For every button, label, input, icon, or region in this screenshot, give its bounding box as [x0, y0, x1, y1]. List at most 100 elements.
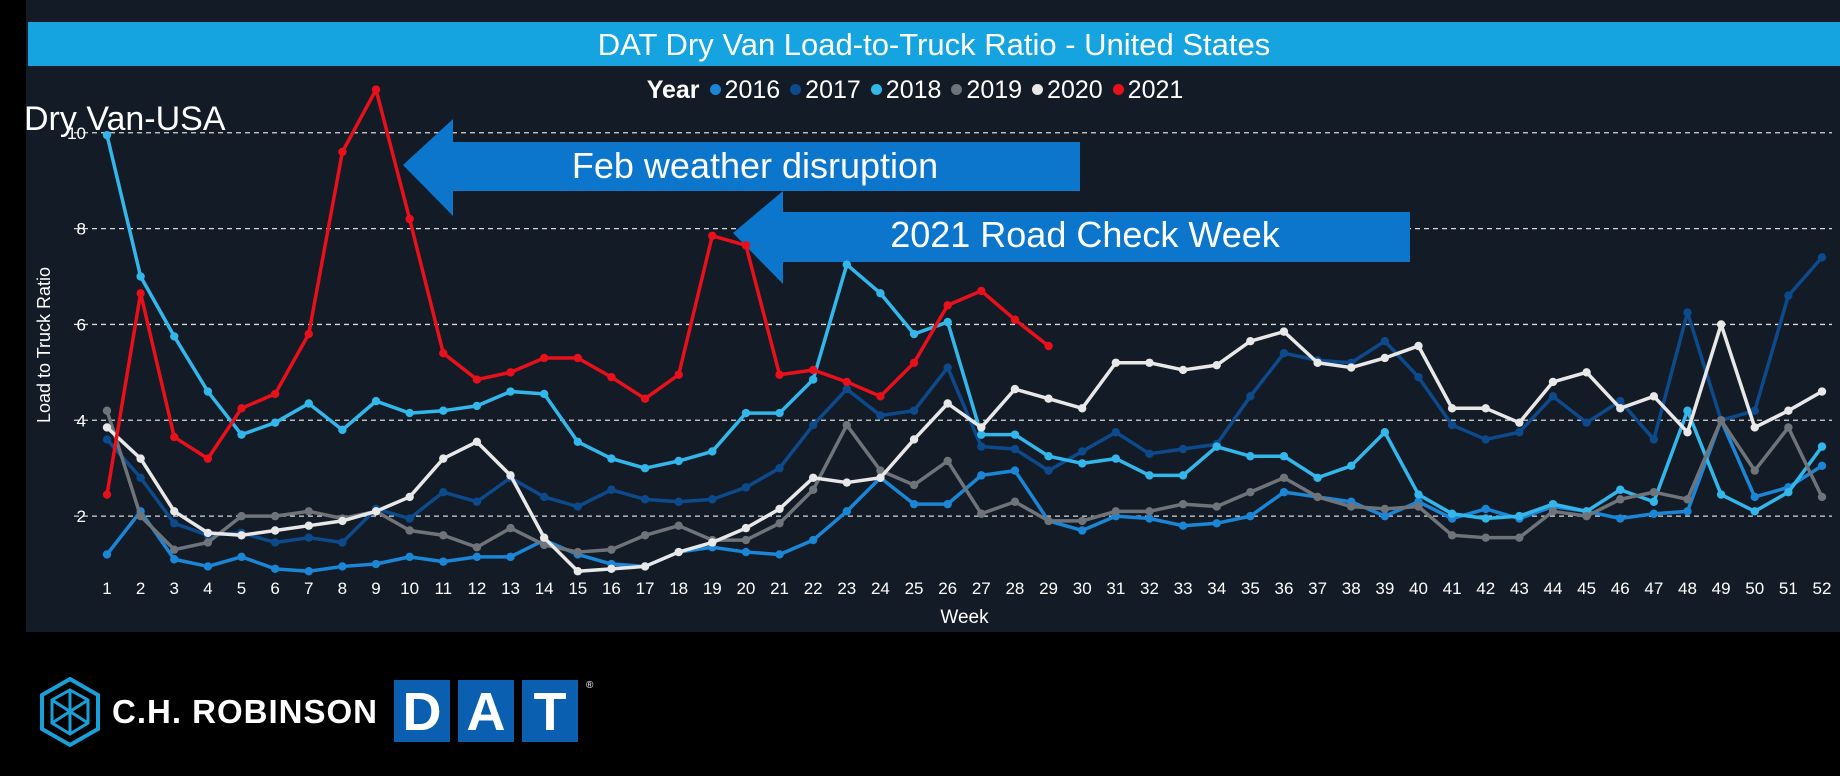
- data-point-2017: [1010, 444, 1020, 454]
- data-point-2019: [943, 456, 952, 466]
- data-point-2019: [977, 509, 986, 518]
- x-tick-label: 44: [1544, 579, 1563, 598]
- data-point-2021: [640, 394, 650, 403]
- data-point-2018: [136, 272, 145, 281]
- x-tick-label: 2: [136, 579, 145, 598]
- legend-dot-icon: [1112, 83, 1124, 95]
- data-point-2018: [1044, 452, 1053, 461]
- data-point-2018: [237, 430, 246, 439]
- data-point-2017: [876, 411, 885, 420]
- x-tick-label: 32: [1140, 579, 1159, 598]
- data-point-2019: [1111, 507, 1121, 516]
- data-point-2017: [909, 406, 919, 415]
- y-tick-label: 2: [77, 507, 86, 526]
- chart-subtitle: Dry Van-USA: [24, 100, 226, 138]
- data-point-2018: [1111, 454, 1121, 463]
- data-point-2017: [1044, 466, 1053, 475]
- data-point-2017: [1817, 253, 1827, 262]
- data-point-2017: [1649, 435, 1659, 444]
- x-tick-label: 31: [1106, 579, 1125, 598]
- data-point-2016: [808, 535, 818, 545]
- data-point-2019: [1683, 495, 1692, 504]
- x-tick-label: 15: [568, 579, 587, 598]
- dat-registered-mark: ®: [586, 680, 594, 691]
- data-point-2016: [977, 471, 986, 480]
- data-point-2016: [1178, 521, 1188, 530]
- data-point-2019: [1279, 473, 1289, 482]
- x-axis-label: Week: [940, 607, 989, 628]
- data-point-2017: [1750, 406, 1759, 415]
- data-point-2020: [1279, 327, 1289, 336]
- data-point-2017: [1784, 291, 1793, 300]
- data-point-2017: [1077, 447, 1087, 456]
- data-point-2017: [1683, 308, 1692, 317]
- data-point-2018: [1683, 406, 1692, 415]
- data-point-2016: [371, 559, 381, 569]
- x-tick-label: 51: [1779, 579, 1798, 598]
- data-point-2020: [1077, 404, 1087, 413]
- series-line-2019: [105, 410, 1824, 554]
- x-tick-label: 48: [1678, 579, 1697, 598]
- x-tick-label: 18: [669, 579, 688, 598]
- data-point-2021: [102, 490, 112, 499]
- data-point-2018: [371, 396, 381, 406]
- data-point-2019: [573, 547, 582, 557]
- legend-label: 2021: [1127, 76, 1184, 104]
- x-tick-label: 21: [770, 579, 789, 598]
- data-point-2018: [708, 447, 717, 456]
- series-line-2018: [105, 134, 1824, 521]
- data-point-2020: [1784, 406, 1793, 415]
- data-point-2018: [1279, 452, 1289, 461]
- data-point-2020: [1716, 320, 1726, 329]
- data-point-2021: [170, 432, 179, 442]
- data-point-2020: [1178, 365, 1188, 375]
- x-tick-label: 17: [636, 579, 655, 598]
- data-point-2017: [1414, 372, 1423, 382]
- x-tick-label: 19: [703, 579, 722, 598]
- data-point-2019: [506, 523, 515, 533]
- data-point-2019: [170, 545, 179, 554]
- data-point-2020: [1515, 418, 1524, 427]
- data-point-2018: [338, 425, 347, 435]
- data-point-2018: [573, 437, 582, 447]
- legend-dot-icon: [951, 83, 963, 95]
- x-tick-label: 35: [1241, 579, 1260, 598]
- data-point-2019: [405, 526, 414, 535]
- data-point-2017: [573, 502, 582, 511]
- data-point-2021: [808, 365, 818, 375]
- data-point-2020: [775, 504, 784, 514]
- annotation-text: Feb weather disruption: [572, 145, 938, 186]
- data-point-2019: [842, 420, 852, 430]
- series-line-2017: [105, 256, 1824, 545]
- data-point-2021: [539, 353, 549, 363]
- data-point-2016: [439, 557, 448, 566]
- x-tick-label: 49: [1712, 579, 1731, 598]
- legend-title: Year: [646, 76, 700, 104]
- data-point-2019: [1649, 487, 1659, 497]
- x-tick-label: 34: [1207, 579, 1226, 598]
- x-tick-label: 26: [938, 579, 957, 598]
- data-point-2019: [439, 531, 448, 540]
- data-point-2019: [674, 521, 683, 530]
- data-point-2020: [573, 567, 582, 576]
- data-point-2020: [405, 492, 414, 502]
- y-tick-label: 4: [77, 411, 86, 430]
- data-point-2020: [741, 523, 751, 533]
- data-point-2020: [1683, 428, 1692, 437]
- data-point-2018: [1716, 490, 1726, 499]
- data-point-2016: [1817, 461, 1827, 471]
- x-tick-label: 1: [102, 579, 111, 598]
- data-point-2021: [977, 286, 986, 296]
- y-tick-label: 6: [77, 315, 86, 334]
- data-point-2018: [1380, 428, 1390, 437]
- data-point-2019: [808, 485, 818, 494]
- x-tick-label: 27: [972, 579, 991, 598]
- data-point-2016: [1212, 519, 1221, 528]
- annotation-text: 2021 Road Check Week: [890, 214, 1281, 255]
- footer-logos: C.H. ROBINSON D A T ®: [0, 640, 1840, 776]
- data-point-2018: [170, 332, 179, 341]
- x-tick-label: 28: [1005, 579, 1024, 598]
- data-point-2019: [1077, 516, 1087, 526]
- data-point-2019: [270, 511, 280, 521]
- data-point-2017: [1616, 396, 1625, 406]
